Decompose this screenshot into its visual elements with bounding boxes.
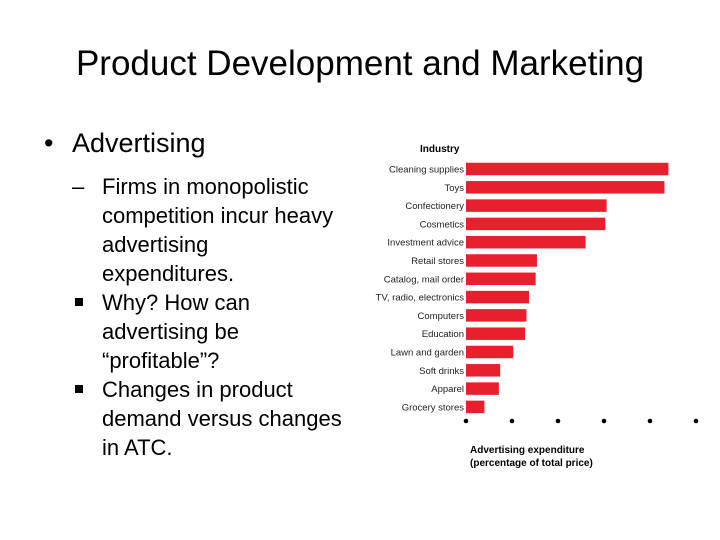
bar (466, 364, 501, 377)
x-tick-dot (647, 418, 653, 424)
slide-title: Product Development and Marketing (75, 44, 645, 83)
category-label: Grocery stores (402, 402, 465, 413)
bar (466, 382, 499, 395)
bar (466, 254, 537, 267)
x-tick-dot (555, 418, 561, 424)
bar (466, 290, 530, 304)
category-label: Investment advice (387, 238, 464, 249)
advertising-bar-chart: Industry Cleaning supplies Toys Confectione… (376, 144, 699, 469)
bullet-marker: • (44, 128, 54, 158)
dash-marker: – (72, 174, 85, 199)
bullet-text: Advertising (72, 128, 206, 158)
category-label: Lawn and garden (391, 348, 464, 359)
category-label: Education (422, 329, 464, 340)
x-tick-dot (693, 418, 699, 424)
sub-bullet-text: Firms in monopolistic competition incur … (102, 174, 334, 286)
sub-sub-bullet-item: Why? How can advertising be “profitable”… (44, 288, 344, 375)
category-label: Apparel (431, 384, 464, 395)
category-label: Cosmetics (420, 219, 465, 230)
bar (466, 345, 514, 359)
sub-sub-bullet-text: Why? How can advertising be “profitable”… (102, 290, 250, 373)
sub-sub-bullet-text: Changes in product demand versus changes… (102, 377, 342, 460)
category-label: Catalog, mail order (384, 274, 464, 285)
category-label: Cleaning supplies (389, 165, 464, 176)
category-label: Confectionery (405, 201, 464, 212)
x-axis-sublabel: (percentage of total price) (470, 458, 593, 469)
bar (466, 400, 485, 414)
bullet-list: • Advertising – Firms in monopolistic co… (44, 128, 344, 462)
square-bullet-icon (75, 298, 83, 306)
x-tick-dot (601, 418, 607, 424)
bullet-item: • Advertising (44, 128, 344, 159)
bar (466, 327, 526, 340)
bar (466, 199, 607, 212)
category-label: TV, radio, electronics (376, 293, 465, 304)
bar (466, 235, 586, 249)
x-axis-label: Advertising expenditure (470, 445, 585, 456)
category-label: Retail stores (411, 256, 464, 267)
bar (466, 162, 669, 176)
category-label: Computers (418, 311, 465, 322)
square-bullet-icon (75, 385, 83, 393)
bar (466, 217, 606, 231)
sub-sub-bullet-item: Changes in product demand versus changes… (44, 375, 344, 462)
category-header: Industry (420, 144, 460, 155)
category-label: Toys (444, 183, 464, 194)
x-tick-dot (509, 418, 515, 424)
category-label: Soft drinks (419, 366, 464, 377)
bar (466, 272, 536, 286)
bar (466, 181, 665, 194)
bar (466, 309, 527, 322)
x-tick-dot (463, 418, 469, 424)
sub-bullet-item: – Firms in monopolistic competition incu… (44, 172, 344, 288)
